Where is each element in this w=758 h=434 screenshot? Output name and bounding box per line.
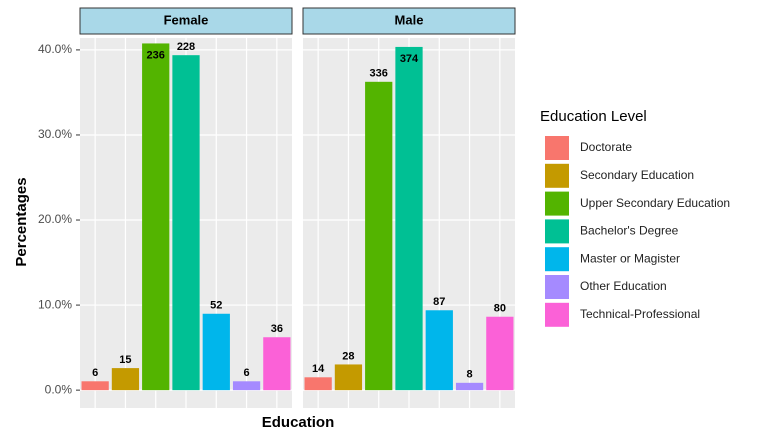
count-label: 80: [494, 303, 506, 315]
count-label: 8: [467, 369, 473, 381]
legend-label: Master or Magister: [580, 251, 680, 265]
facet-label: Male: [395, 12, 424, 27]
legend-label: Technical-Professional: [580, 307, 700, 321]
count-label: 36: [271, 323, 283, 335]
legend-label: Other Education: [580, 279, 667, 293]
y-axis-title: Percentages: [13, 177, 30, 266]
legend-label: Secondary Education: [580, 168, 694, 182]
bar: [395, 46, 423, 391]
legend-key: [545, 275, 569, 299]
legend-label: Doctorate: [580, 140, 632, 154]
count-label: 336: [370, 68, 388, 80]
legend-key: [545, 191, 569, 216]
strip: [79, 7, 293, 35]
count-label: 52: [210, 300, 222, 312]
legend-key: [545, 219, 569, 244]
strip: [302, 7, 516, 35]
bar: [425, 310, 453, 391]
legend-key: [545, 302, 569, 327]
legend-title: Education Level: [540, 108, 647, 125]
bar: [172, 55, 200, 391]
y-tick-label: 0.0%: [45, 382, 73, 396]
y-tick-label: 20.0%: [38, 212, 72, 226]
count-label: 6: [92, 367, 98, 379]
count-label: 228: [177, 41, 195, 53]
x-axis-title: Education: [262, 414, 335, 431]
bar: [142, 43, 170, 391]
y-tick-label: 40.0%: [38, 42, 72, 56]
facet-label: Female: [164, 12, 209, 27]
count-label: 14: [312, 363, 325, 375]
bar: [263, 337, 291, 391]
legend-label: Bachelor's Degree: [580, 224, 679, 238]
legend-key: [545, 136, 569, 160]
legend-key: [545, 247, 569, 272]
count-label: 28: [342, 350, 354, 362]
bar: [202, 313, 230, 391]
bar: [232, 381, 261, 391]
count-label: 6: [244, 367, 250, 379]
legend-key: [545, 163, 569, 188]
y-tick-label: 30.0%: [38, 127, 72, 141]
bar: [304, 377, 332, 391]
count-label: 15: [119, 354, 131, 366]
count-label: 87: [433, 296, 445, 308]
count-label: 374: [400, 53, 419, 65]
bar: [81, 381, 109, 391]
y-tick-label: 10.0%: [38, 297, 72, 311]
count-label: 236: [147, 49, 165, 61]
bar: [334, 364, 363, 391]
bar: [455, 382, 484, 391]
bar: [365, 81, 393, 391]
bar: [486, 316, 514, 391]
bar: [111, 368, 140, 391]
legend-label: Upper Secondary Education: [580, 196, 730, 210]
